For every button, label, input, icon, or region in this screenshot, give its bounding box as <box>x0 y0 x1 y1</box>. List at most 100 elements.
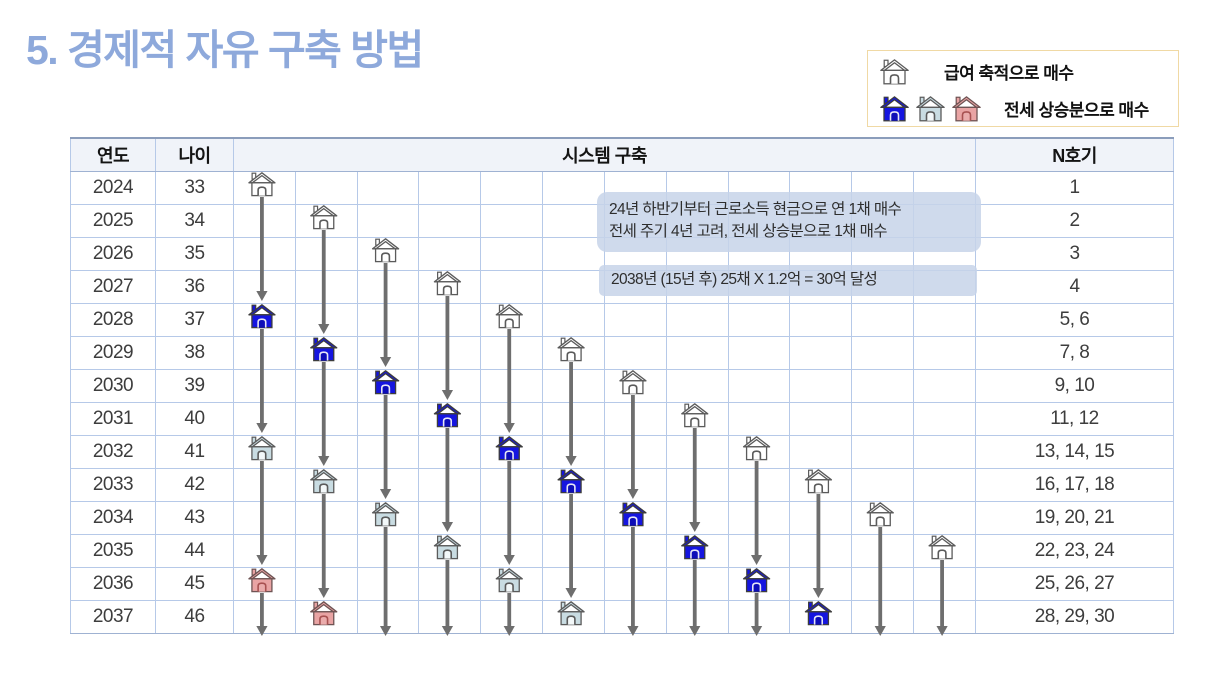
system-grid-cell <box>542 567 605 601</box>
unit-cell: 3 <box>975 237 1174 271</box>
age-cell: 44 <box>155 534 234 568</box>
system-grid-cell <box>356 237 420 271</box>
year-cell: 2031 <box>70 402 156 436</box>
system-grid-cell <box>480 435 544 469</box>
system-grid-cell <box>418 237 482 271</box>
system-grid-cell <box>603 567 667 601</box>
system-grid-cell <box>356 468 420 502</box>
table-row: 2031 40 11, 12 <box>70 402 1174 436</box>
system-grid-cell <box>233 270 296 304</box>
system-grid-cell <box>851 402 915 436</box>
system-grid-cell <box>542 237 605 271</box>
callout-line: 2038년 (15년 후) 25채 X 1.2억 = 30억 달성 <box>611 271 878 288</box>
system-grid-cell <box>480 303 544 337</box>
system-grid-cell <box>356 336 420 370</box>
system-grid-cell <box>789 468 853 502</box>
system-grid-cell <box>418 402 482 436</box>
legend-row-salary: 급여 축적으로 매수 <box>868 53 1074 89</box>
system-grid-cell <box>789 534 853 568</box>
system-grid-cell <box>851 303 915 337</box>
system-grid-cell <box>851 567 915 601</box>
table-row: 2037 46 28, 29, 30 <box>70 600 1174 634</box>
system-grid-cell <box>603 336 667 370</box>
system-grid-cell <box>294 237 358 271</box>
system-grid-cell <box>542 402 605 436</box>
system-grid-cell <box>913 435 976 469</box>
system-grid-cell <box>727 402 791 436</box>
year-cell: 2034 <box>70 501 156 535</box>
system-grid-cell <box>789 369 853 403</box>
system-grid-cell <box>851 501 915 535</box>
system-grid-cell <box>727 534 791 568</box>
unit-cell: 25, 26, 27 <box>975 567 1174 601</box>
system-grid-cell <box>542 303 605 337</box>
system-grid-cell <box>233 600 296 634</box>
system-grid-cell <box>294 336 358 370</box>
system-grid-cell <box>294 534 358 568</box>
unit-cell: 13, 14, 15 <box>975 435 1174 469</box>
unit-cell: 16, 17, 18 <box>975 468 1174 502</box>
table-header-row: 연도 나이 시스템 구축 N호기 <box>70 137 1174 172</box>
unit-cell: 7, 8 <box>975 336 1174 370</box>
system-grid-cell <box>233 534 296 568</box>
system-grid-cell <box>665 534 729 568</box>
system-grid-cell <box>603 369 667 403</box>
system-grid-cell <box>233 468 296 502</box>
system-grid-cell <box>233 204 296 238</box>
system-grid-cell <box>356 369 420 403</box>
system-grid-cell <box>480 501 544 535</box>
header-unit: N호기 <box>975 137 1174 172</box>
system-grid-cell <box>603 468 667 502</box>
blue-house-icon <box>880 95 909 121</box>
system-grid-cell <box>727 435 791 469</box>
system-grid-cell <box>665 402 729 436</box>
system-grid-cell <box>665 369 729 403</box>
table-row: 2036 45 25, 26, 27 <box>70 567 1174 601</box>
table-row: 2030 39 9, 10 <box>70 369 1174 403</box>
table-row: 2033 42 16, 17, 18 <box>70 468 1174 502</box>
unit-cell: 22, 23, 24 <box>975 534 1174 568</box>
year-cell: 2028 <box>70 303 156 337</box>
system-grid-cell <box>294 402 358 436</box>
system-grid-cell <box>356 270 420 304</box>
system-grid-cell <box>542 468 605 502</box>
system-grid-cell <box>356 600 420 634</box>
system-grid-cell <box>727 567 791 601</box>
callout-goal-2038: 2038년 (15년 후) 25채 X 1.2억 = 30억 달성 <box>599 265 977 296</box>
age-cell: 45 <box>155 567 234 601</box>
legend-label-salary: 급여 축적으로 매수 <box>944 63 1074 83</box>
system-grid-cell <box>418 369 482 403</box>
system-grid-cell <box>418 270 482 304</box>
age-cell: 40 <box>155 402 234 436</box>
system-grid-cell <box>294 303 358 337</box>
system-grid-cell <box>418 171 482 205</box>
table-row: 2029 38 7, 8 <box>70 336 1174 370</box>
system-grid-cell <box>665 303 729 337</box>
system-grid-cell <box>356 204 420 238</box>
age-cell: 43 <box>155 501 234 535</box>
system-grid-cell <box>603 402 667 436</box>
system-grid-cell <box>480 567 544 601</box>
year-cell: 2033 <box>70 468 156 502</box>
system-grid-cell <box>356 501 420 535</box>
system-grid-cell <box>789 567 853 601</box>
system-grid-cell <box>603 435 667 469</box>
system-grid-cell <box>603 501 667 535</box>
unit-cell: 9, 10 <box>975 369 1174 403</box>
system-grid-cell <box>665 336 729 370</box>
system-grid-cell <box>913 468 976 502</box>
unit-cell: 11, 12 <box>975 402 1174 436</box>
system-grid-cell <box>418 468 482 502</box>
age-cell: 35 <box>155 237 234 271</box>
system-grid-cell <box>913 600 976 634</box>
header-year: 연도 <box>70 137 156 172</box>
system-grid-cell <box>727 468 791 502</box>
system-grid-cell <box>480 336 544 370</box>
system-grid-cell <box>480 402 544 436</box>
table-row: 2034 43 19, 20, 21 <box>70 501 1174 535</box>
callout-line: 전세 주기 4년 고려, 전세 상승분으로 1채 매수 <box>609 223 888 240</box>
system-grid-cell <box>356 567 420 601</box>
system-grid-cell <box>913 303 976 337</box>
age-cell: 34 <box>155 204 234 238</box>
